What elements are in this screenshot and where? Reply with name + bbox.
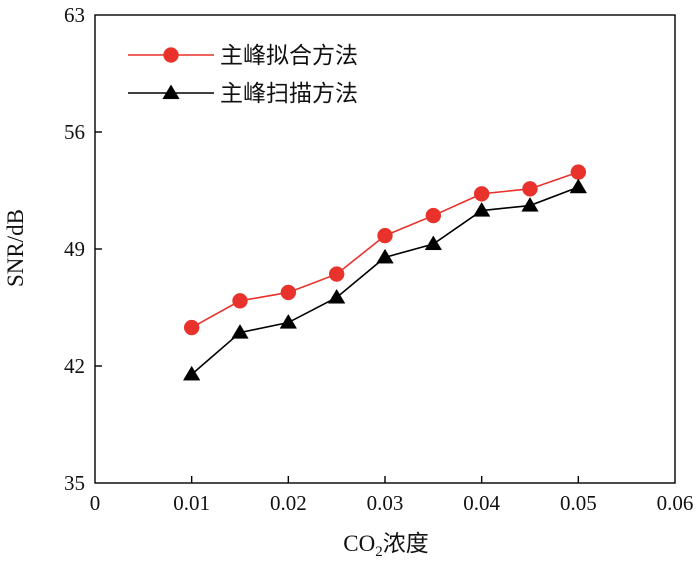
data-point xyxy=(473,186,490,202)
x-tick-label: 0 xyxy=(90,491,101,515)
data-point xyxy=(183,319,200,336)
data-point xyxy=(327,288,346,304)
y-tick-label: 56 xyxy=(64,120,85,144)
legend-label: 主峰扫描方法 xyxy=(220,81,358,107)
data-point xyxy=(328,266,345,282)
x-tick-label: 0.06 xyxy=(657,491,694,515)
series-1 xyxy=(183,164,587,336)
series-2 xyxy=(182,178,588,381)
data-point xyxy=(231,324,249,339)
x-axis-title: CO2浓度 xyxy=(343,531,428,560)
y-tick-label: 49 xyxy=(64,237,85,261)
x-axis-title-subscript: 2 xyxy=(375,544,383,560)
legend-item: 主峰拟合方法 xyxy=(128,43,358,69)
data-point xyxy=(522,181,538,197)
y-tick-label: 42 xyxy=(64,354,85,378)
x-tick-label: 0.03 xyxy=(367,491,404,515)
data-point xyxy=(472,202,491,217)
legend-marker xyxy=(162,84,180,100)
x-axis-title-suffix: 浓度 xyxy=(383,531,429,557)
y-tick-label: 35 xyxy=(64,471,85,495)
series-line xyxy=(191,186,579,375)
data-point xyxy=(279,314,298,329)
x-tick-label: 0.04 xyxy=(463,491,500,515)
data-point xyxy=(377,227,393,244)
data-point xyxy=(521,197,539,212)
y-tick-label: 63 xyxy=(64,3,85,27)
x-ticks-layer: 0 0.01 0.02 0.03 0.04 0.05 0.06 xyxy=(90,476,694,515)
x-tick-label: 0.02 xyxy=(270,491,307,515)
data-point xyxy=(232,293,248,309)
y-ticks-layer: 35 42 49 56 63 xyxy=(64,3,102,495)
y-axis-title: SNR/dB xyxy=(3,209,28,287)
x-tick-label: 0.05 xyxy=(560,491,597,515)
legend-item: 主峰扫描方法 xyxy=(128,81,358,107)
data-point xyxy=(570,164,587,180)
data-point xyxy=(425,207,442,224)
data-point xyxy=(182,365,201,381)
x-axis-title-main: CO xyxy=(343,531,375,556)
series-layer xyxy=(182,164,588,381)
legend-marker xyxy=(163,47,179,63)
data-point xyxy=(376,248,394,264)
data-point xyxy=(280,284,297,301)
x-tick-label: 0.01 xyxy=(173,491,210,515)
data-point xyxy=(569,178,588,194)
data-point xyxy=(424,235,443,251)
legend-label: 主峰拟合方法 xyxy=(220,43,358,69)
